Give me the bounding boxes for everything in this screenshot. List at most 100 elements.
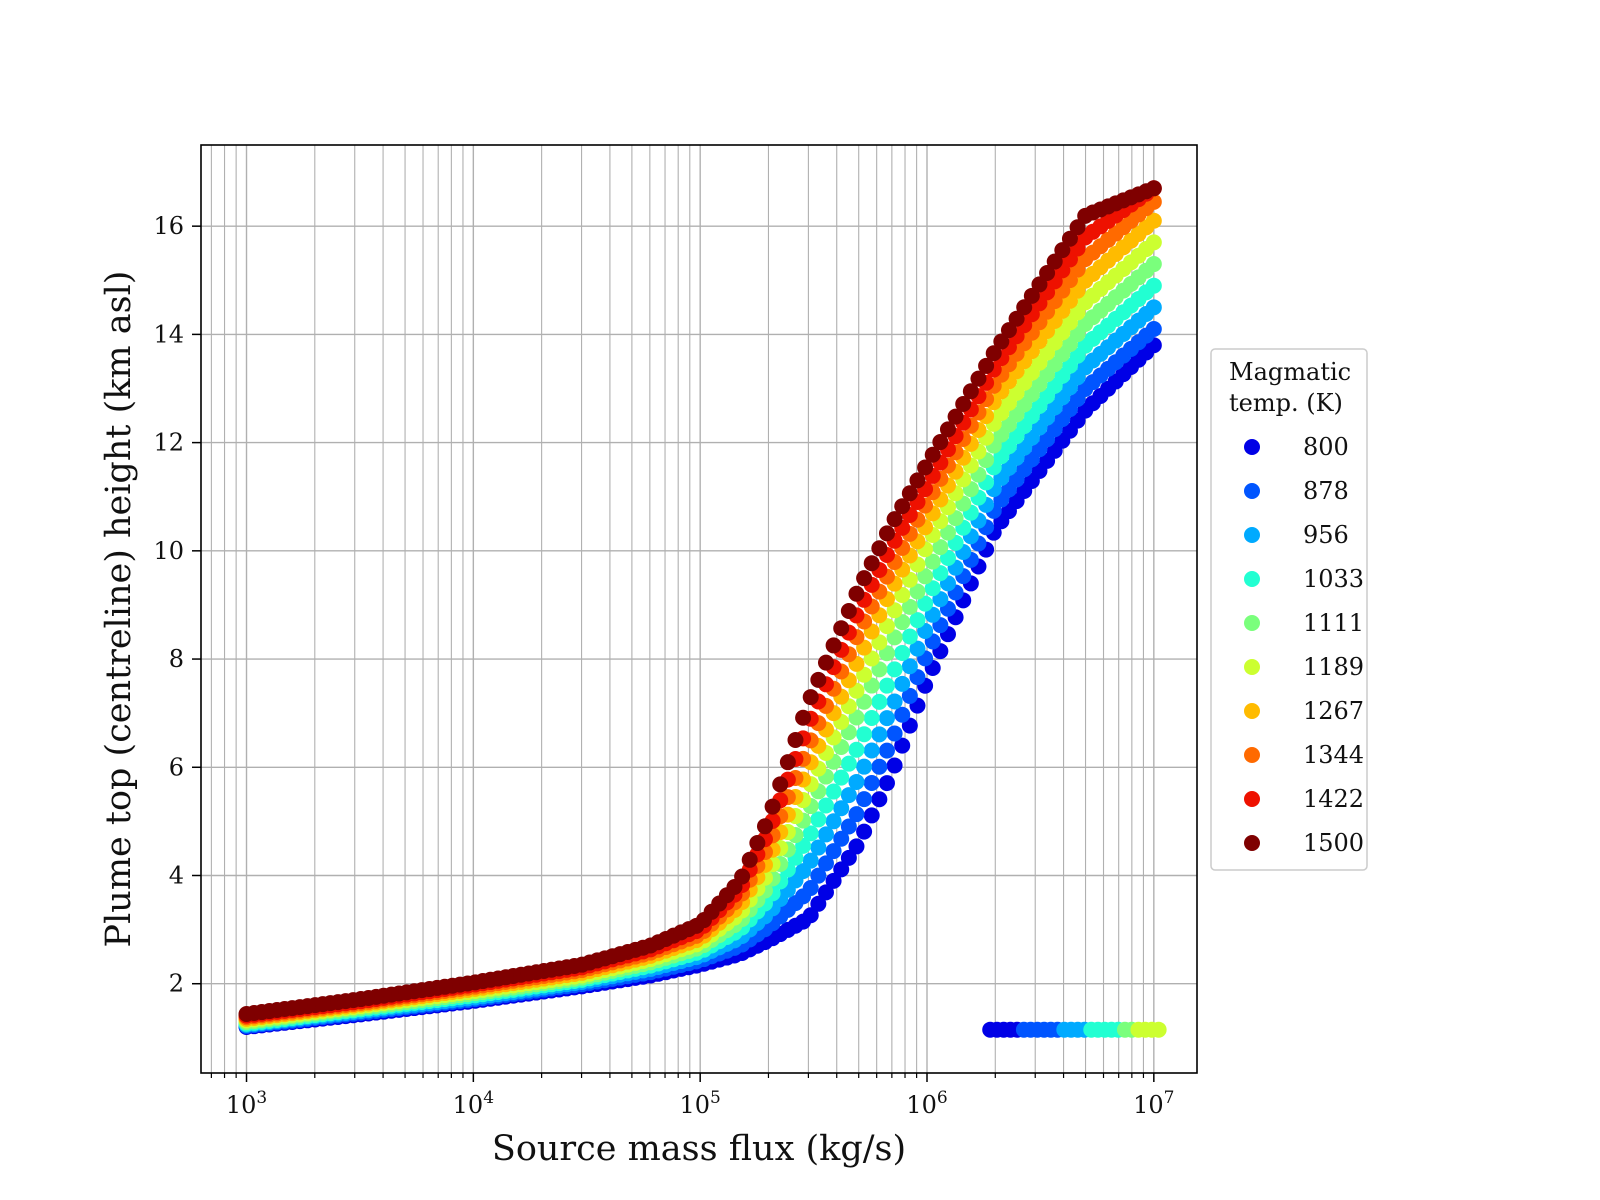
data-point [848,709,865,726]
y-axis-ticks: 2 4 6 8 10 12 14 16 [153,212,201,998]
legend-label: 1111 [1303,609,1364,637]
data-point [901,658,918,675]
data-point [810,895,827,912]
legend-marker [1244,747,1260,763]
data-point [825,843,842,860]
data-point [825,872,842,889]
legend-marker [1244,439,1260,455]
data-point [802,879,819,896]
data-point [962,383,979,400]
data-point [894,644,911,661]
data-point [749,835,766,852]
data-point [932,434,949,451]
data-point [924,446,941,463]
grid-lines [201,145,1197,1073]
data-point [932,539,949,556]
data-point [1046,253,1063,270]
data-point [886,725,903,742]
data-point [856,570,873,587]
data-point [833,861,850,878]
data-point [833,830,850,847]
legend-entry: 1422 [1244,785,1364,813]
legend-marker [1244,483,1260,499]
data-point [1000,322,1017,339]
legend-box [1210,348,1368,871]
data-point [970,370,987,387]
data-point [1145,256,1162,273]
data-point [802,689,819,706]
data-point [871,540,888,557]
data-point [848,741,865,758]
data-point [802,907,819,924]
legend-entry: 878 [1244,477,1349,505]
data-point [764,798,781,815]
data-points [238,180,1167,1038]
data-point [1145,277,1162,294]
x-tick-label: 105 [679,1088,720,1119]
legend-label: 1500 [1303,829,1364,857]
data-point [848,773,865,790]
data-point [878,710,895,727]
data-point [833,800,850,817]
data-point [947,408,964,425]
legend-entry: 1033 [1244,565,1364,593]
data-point [1150,1021,1167,1038]
legend-entry: 1189 [1244,653,1364,681]
legend-marker [1244,791,1260,807]
data-point [1145,180,1162,197]
data-point [863,742,880,759]
data-point [802,852,819,869]
data-point [917,568,934,585]
data-point [840,849,857,866]
lower-branch-points [982,1021,1167,1038]
data-point [886,693,903,710]
data-point [901,485,918,502]
data-point [825,637,842,654]
data-point [924,606,941,623]
data-point [734,868,751,885]
data-point [810,671,827,688]
legend-marker [1244,659,1260,675]
legend-marker [1244,615,1260,631]
data-point [924,553,941,570]
data-point [894,498,911,515]
data-point [840,787,857,804]
legend-marker [1244,527,1260,543]
data-point [909,640,926,657]
data-point [817,884,834,901]
data-point [817,797,834,814]
legend-marker [1244,835,1260,851]
data-point [886,757,903,774]
legend-title-line-2: temp. (K) [1229,389,1343,417]
data-point [878,677,895,694]
data-point [878,742,895,759]
plot-frame [200,144,1198,1074]
legend-label: 1267 [1303,697,1364,725]
legend-entry: 800 [1244,433,1349,461]
data-point [802,825,819,842]
data-point [795,709,812,726]
data-point [756,818,773,835]
data-point [955,395,972,412]
data-point [779,754,796,771]
data-point [909,472,926,489]
legend-entry: 1267 [1244,697,1364,725]
data-point [939,421,956,438]
data-point [833,620,850,637]
data-point [894,706,911,723]
data-point [863,807,880,824]
data-point [810,811,827,828]
data-point [1031,276,1048,293]
data-point [856,726,873,743]
data-point [825,813,842,830]
legend-label: 1033 [1303,565,1364,593]
x-tick-label: 106 [906,1088,947,1119]
legend-entry: 1111 [1244,609,1364,637]
data-point [894,675,911,692]
data-point [817,654,834,671]
data-point [871,726,888,743]
data-point [917,595,934,612]
data-point [856,823,873,840]
data-point [901,628,918,645]
data-point [863,555,880,572]
